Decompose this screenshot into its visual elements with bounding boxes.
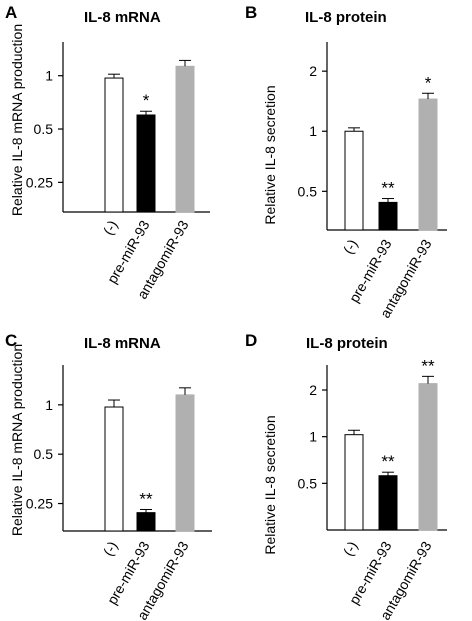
bar-3: [175, 394, 195, 532]
category-label: (-): [340, 237, 361, 257]
panel-b: B IL-8 protein Relative IL-8 secretion 2 1 0.…: [245, 3, 447, 321]
y-axis-label: Relative IL-8 mRNA production: [9, 344, 25, 536]
y-tick-label: 1: [309, 123, 317, 139]
y-tick-label: 1: [45, 397, 53, 413]
panel-title: IL-8 mRNA: [84, 335, 161, 352]
significance-mark: *: [425, 73, 432, 92]
bar-1: [104, 406, 124, 532]
bar-1: [104, 77, 124, 213]
significance-mark: **: [381, 179, 395, 198]
bar-3: [175, 65, 195, 213]
panel-title: IL-8 protein: [305, 9, 387, 26]
panel-c: C IL-8 mRNA Relative IL-8 mRNA production 1…: [5, 331, 212, 621]
bar-2: [136, 114, 156, 213]
y-tick-label: 2: [309, 382, 317, 398]
y-tick-label: 0.5: [298, 183, 318, 199]
panel-a: A IL-8 mRNA Relative IL-8 mRNA production 1…: [5, 3, 210, 302]
y-tick-label: 0.5: [34, 446, 54, 462]
bar-3: [418, 98, 438, 231]
panel-letter: B: [245, 3, 257, 22]
category-label: (-): [100, 539, 121, 559]
y-tick-label: 0.5: [34, 121, 54, 137]
bar-1: [344, 434, 364, 531]
significance-mark: **: [421, 356, 435, 375]
significance-mark: *: [143, 91, 150, 110]
y-tick-label: 0.25: [26, 496, 53, 512]
category-label: (-): [100, 218, 121, 238]
y-tick-label: 2: [309, 63, 317, 79]
significance-mark: **: [139, 489, 153, 508]
panel-letter: C: [5, 331, 17, 350]
panel-letter: A: [5, 3, 17, 22]
panel-title: IL-8 mRNA: [84, 9, 161, 26]
y-axis-label: Relative IL-8 mRNA production: [9, 24, 25, 216]
bar-2: [378, 475, 398, 531]
y-tick-label: 0.5: [298, 475, 318, 491]
bar-2: [378, 201, 398, 231]
y-axis-label: Relative IL-8 secretion: [262, 415, 278, 554]
y-tick-label: 1: [45, 68, 53, 84]
y-tick-label: 0.25: [26, 174, 53, 190]
significance-mark: **: [381, 452, 395, 471]
y-axis-label: Relative IL-8 secretion: [262, 85, 278, 224]
y-tick-label: 1: [309, 429, 317, 445]
bar-2: [136, 512, 156, 532]
panel-letter: D: [245, 331, 257, 350]
bar-1: [344, 130, 364, 231]
category-label: (-): [340, 539, 361, 559]
panel-title: IL-8 protein: [306, 335, 388, 352]
bar-3: [418, 383, 438, 531]
panel-d: D IL-8 protein Relative IL-8 secretion 2 1 0.…: [245, 331, 447, 621]
